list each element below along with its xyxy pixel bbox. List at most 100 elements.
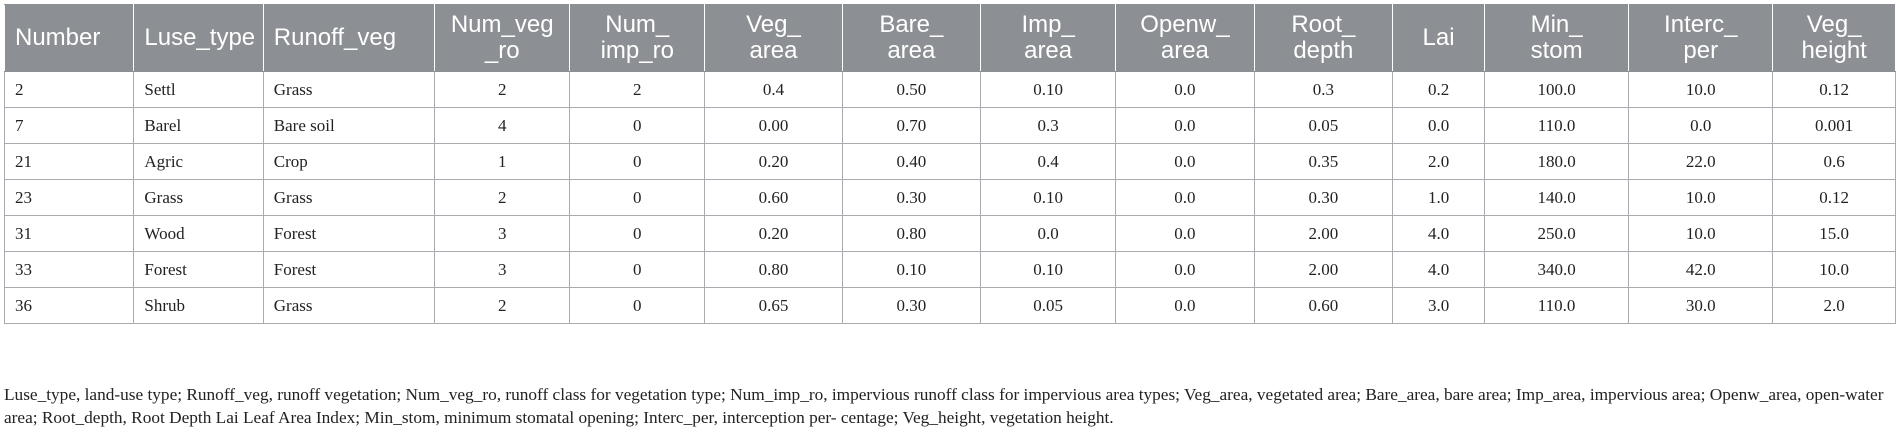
- cell-number: 33: [3, 251, 135, 288]
- cell-bare-area: 0.50: [841, 71, 982, 108]
- cell-veg-height: 15.0: [1772, 215, 1896, 252]
- cell-bare-area: 0.30: [841, 287, 982, 324]
- header-root-depth: Root_ depth: [1253, 4, 1394, 72]
- cell-imp-area: 0.0: [980, 215, 1117, 252]
- cell-number: 31: [3, 215, 135, 252]
- cell-interc-per: 0.0: [1628, 107, 1774, 144]
- cell-veg-height: 0.001: [1772, 107, 1896, 144]
- cell-veg-height: 0.6: [1772, 143, 1896, 180]
- cell-root-depth: 0.05: [1253, 107, 1394, 144]
- cell-runoff-veg: Grass: [262, 287, 436, 324]
- cell-openw-area: 0.0: [1115, 179, 1255, 216]
- cell-runoff-veg: Forest: [262, 215, 436, 252]
- cell-veg-area: 0.20: [704, 143, 843, 180]
- cell-imp-area: 0.10: [980, 179, 1117, 216]
- cell-bare-area: 0.80: [841, 215, 982, 252]
- cell-luse-type: Agric: [133, 143, 264, 180]
- cell-num-veg-ro: 3: [434, 215, 571, 252]
- cell-interc-per: 30.0: [1628, 287, 1774, 324]
- cell-lai: 1.0: [1392, 179, 1486, 216]
- table-row: 7 Barel Bare soil 4 0 0.00 0.70 0.3 0.0 0.05 0.0 11…: [3, 107, 1896, 144]
- cell-veg-height: 2.0: [1772, 287, 1896, 324]
- cell-lai: 3.0: [1392, 287, 1486, 324]
- cell-luse-type: Wood: [133, 215, 264, 252]
- cell-runoff-veg: Grass: [262, 71, 436, 108]
- cell-number: 2: [3, 71, 135, 108]
- header-bare-area: Bare_ area: [841, 4, 982, 72]
- header-interc-per: Interc_ per: [1628, 4, 1774, 72]
- table-footnote: Luse_type, land-use type; Runoff_veg, ru…: [4, 385, 1884, 427]
- cell-runoff-veg: Bare soil: [262, 107, 436, 144]
- cell-imp-area: 0.10: [980, 71, 1117, 108]
- cell-bare-area: 0.10: [841, 251, 982, 288]
- cell-root-depth: 0.30: [1253, 179, 1394, 216]
- cell-num-imp-ro: 0: [569, 251, 706, 288]
- cell-veg-height: 0.12: [1772, 71, 1896, 108]
- header-runoff-veg: Runoff_veg: [262, 4, 436, 72]
- cell-runoff-veg: Crop: [262, 143, 436, 180]
- cell-bare-area: 0.30: [841, 179, 982, 216]
- cell-num-veg-ro: 3: [434, 251, 571, 288]
- cell-interc-per: 42.0: [1628, 251, 1774, 288]
- table-row: 31 Wood Forest 3 0 0.20 0.80 0.0 0.0 2.00 4.0 250.0…: [3, 215, 1896, 252]
- cell-luse-type: Grass: [133, 179, 264, 216]
- header-row: Number Luse_type Runoff_veg Num_veg _ro …: [3, 4, 1896, 72]
- cell-num-veg-ro: 2: [434, 287, 571, 324]
- cell-min-stom: 340.0: [1484, 251, 1630, 288]
- table-row: 33 Forest Forest 3 0 0.80 0.10 0.10 0.0 2.00 4.0 34…: [3, 251, 1896, 288]
- cell-interc-per: 22.0: [1628, 143, 1774, 180]
- header-imp-area: Imp_ area: [980, 4, 1117, 72]
- cell-num-veg-ro: 4: [434, 107, 571, 144]
- cell-lai: 4.0: [1392, 251, 1486, 288]
- cell-num-imp-ro: 0: [569, 143, 706, 180]
- cell-root-depth: 0.3: [1253, 71, 1394, 108]
- cell-veg-area: 0.80: [704, 251, 843, 288]
- cell-imp-area: 0.10: [980, 251, 1117, 288]
- cell-interc-per: 10.0: [1628, 215, 1774, 252]
- cell-number: 23: [3, 179, 135, 216]
- cell-veg-area: 0.00: [704, 107, 843, 144]
- cell-min-stom: 100.0: [1484, 71, 1630, 108]
- cell-lai: 0.2: [1392, 71, 1486, 108]
- cell-bare-area: 0.70: [841, 107, 982, 144]
- cell-min-stom: 110.0: [1484, 287, 1630, 324]
- cell-interc-per: 10.0: [1628, 71, 1774, 108]
- cell-veg-area: 0.4: [704, 71, 843, 108]
- cell-root-depth: 0.35: [1253, 143, 1394, 180]
- cell-number: 36: [3, 287, 135, 324]
- cell-luse-type: Settl: [133, 71, 264, 108]
- cell-openw-area: 0.0: [1115, 107, 1255, 144]
- cell-openw-area: 0.0: [1115, 143, 1255, 180]
- cell-num-veg-ro: 2: [434, 179, 571, 216]
- cell-veg-height: 0.12: [1772, 179, 1896, 216]
- cell-runoff-veg: Grass: [262, 179, 436, 216]
- cell-num-veg-ro: 1: [434, 143, 571, 180]
- cell-lai: 2.0: [1392, 143, 1486, 180]
- table-header: Number Luse_type Runoff_veg Num_veg _ro …: [3, 4, 1896, 72]
- cell-num-imp-ro: 0: [569, 107, 706, 144]
- cell-openw-area: 0.0: [1115, 71, 1255, 108]
- header-number: Number: [3, 4, 135, 72]
- cell-veg-area: 0.60: [704, 179, 843, 216]
- cell-root-depth: 2.00: [1253, 251, 1394, 288]
- cell-num-veg-ro: 2: [434, 71, 571, 108]
- cell-min-stom: 250.0: [1484, 215, 1630, 252]
- header-lai: Lai: [1392, 4, 1486, 72]
- cell-luse-type: Forest: [133, 251, 264, 288]
- table-row: 36 Shrub Grass 2 0 0.65 0.30 0.05 0.0 0.60 3.0 110.…: [3, 287, 1896, 324]
- cell-veg-area: 0.20: [704, 215, 843, 252]
- cell-root-depth: 2.00: [1253, 215, 1394, 252]
- table-body: 2 Settl Grass 2 2 0.4 0.50 0.10 0.0 0.3 0.2 100.0 10…: [3, 71, 1896, 324]
- cell-luse-type: Shrub: [133, 287, 264, 324]
- cell-number: 7: [3, 107, 135, 144]
- header-num-imp-ro: Num_ imp_ro: [569, 4, 706, 72]
- cell-min-stom: 140.0: [1484, 179, 1630, 216]
- table-row: 2 Settl Grass 2 2 0.4 0.50 0.10 0.0 0.3 0.2 100.0 10…: [3, 71, 1896, 108]
- cell-openw-area: 0.0: [1115, 251, 1255, 288]
- cell-number: 21: [3, 143, 135, 180]
- cell-root-depth: 0.60: [1253, 287, 1394, 324]
- cell-bare-area: 0.40: [841, 143, 982, 180]
- header-openw-area: Openw_ area: [1115, 4, 1255, 72]
- cell-interc-per: 10.0: [1628, 179, 1774, 216]
- table-row: 23 Grass Grass 2 0 0.60 0.30 0.10 0.0 0.30 1.0 140.…: [3, 179, 1896, 216]
